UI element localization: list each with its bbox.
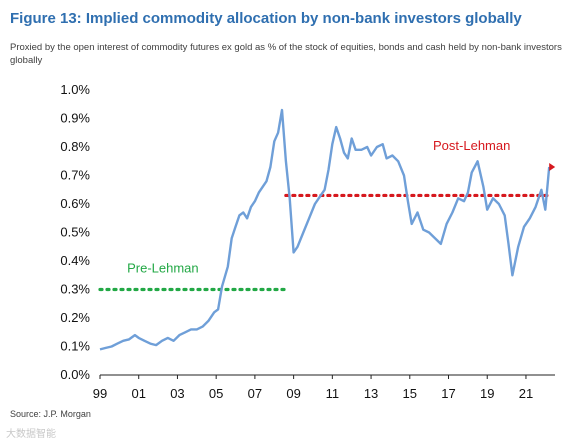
- x-tick-label: 09: [286, 386, 300, 401]
- post-lehman-label: Post-Lehman: [433, 138, 510, 153]
- reference-lines: [98, 193, 551, 292]
- x-tick-label: 07: [248, 386, 262, 401]
- pre-lehman-label: Pre-Lehman: [127, 260, 199, 275]
- series-line: [99, 108, 551, 351]
- x-tick-label: 17: [441, 386, 455, 401]
- y-tick-label: 0.4%: [60, 253, 90, 268]
- y-axis-ticks: 0.0% 0.1% 0.2% 0.3% 0.4% 0.5% 0.6% 0.7% 0.8% 0.9%…: [60, 82, 90, 382]
- x-tick-label: 21: [519, 386, 533, 401]
- y-tick-label: 0.9%: [60, 111, 90, 126]
- x-tick-label: 03: [170, 386, 184, 401]
- x-tick-label: 05: [209, 386, 223, 401]
- x-tick-label: 15: [403, 386, 417, 401]
- chart-subtitle: Proxied by the open interest of commodit…: [10, 42, 562, 66]
- x-tick-label: 11: [326, 386, 340, 401]
- x-axis-ticks: 99 01 03 05 07 09 11 13 15 17 19 21: [93, 375, 533, 401]
- watermark: 大数据智能: [6, 429, 56, 440]
- x-tick-label: 13: [364, 386, 378, 401]
- y-tick-label: 0.2%: [60, 310, 90, 325]
- x-tick-label: 01: [131, 386, 145, 401]
- y-tick-label: 0.3%: [60, 282, 90, 297]
- y-tick-label: 0.0%: [60, 367, 90, 382]
- y-tick-label: 0.1%: [60, 339, 90, 354]
- y-tick-label: 0.8%: [60, 139, 90, 154]
- x-tick-label: 99: [93, 386, 107, 401]
- y-tick-label: 0.7%: [60, 168, 90, 183]
- series-end-marker: [549, 162, 556, 171]
- y-tick-label: 0.6%: [60, 196, 90, 211]
- x-tick-label: 19: [480, 386, 494, 401]
- y-tick-label: 1.0%: [60, 82, 90, 97]
- chart-title: Figure 13: Implied commodity allocation …: [10, 10, 522, 27]
- source-note: Source: J.P. Morgan: [10, 409, 91, 419]
- y-tick-label: 0.5%: [60, 225, 90, 240]
